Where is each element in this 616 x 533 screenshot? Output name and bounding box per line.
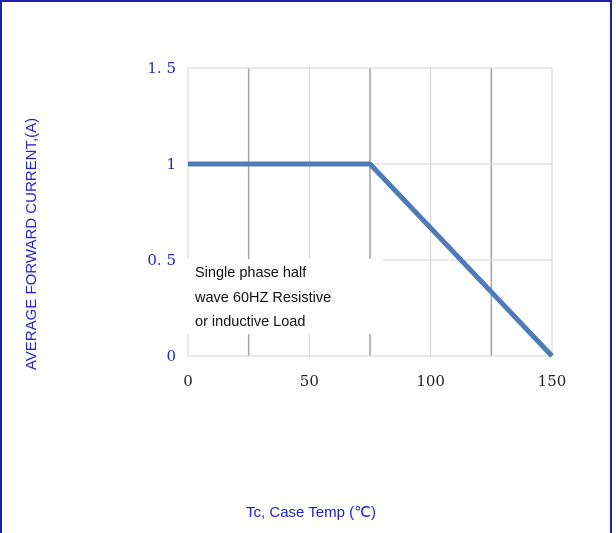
annotation-box xyxy=(186,259,383,334)
x-tick-label: 0 xyxy=(183,372,193,390)
x-tick-label: 100 xyxy=(416,372,445,390)
y-tick-label: 1 xyxy=(166,155,176,173)
annotation-line-3: or inductive Load xyxy=(195,314,305,330)
x-tick-label: 150 xyxy=(538,372,567,390)
x-axis-title: Tc, Case Temp (℃) xyxy=(246,504,376,521)
y-tick-label: 0. 5 xyxy=(147,251,176,269)
tick-labels: 0 50 100 150 0 0. 5 1 1. 5 xyxy=(147,59,566,390)
annotation-line-2: wave 60HZ Resistive xyxy=(194,290,331,306)
y-tick-label: 0 xyxy=(166,347,176,365)
y-axis-title: AVERAGE FORWARD CURRENT,(A) xyxy=(23,118,40,370)
series-group xyxy=(188,161,554,358)
series-line-0 xyxy=(188,161,554,358)
y-tick-label: 1. 5 xyxy=(147,59,176,77)
x-tick-label: 50 xyxy=(300,372,319,390)
annotation-line-1: Single phase half xyxy=(195,265,307,281)
